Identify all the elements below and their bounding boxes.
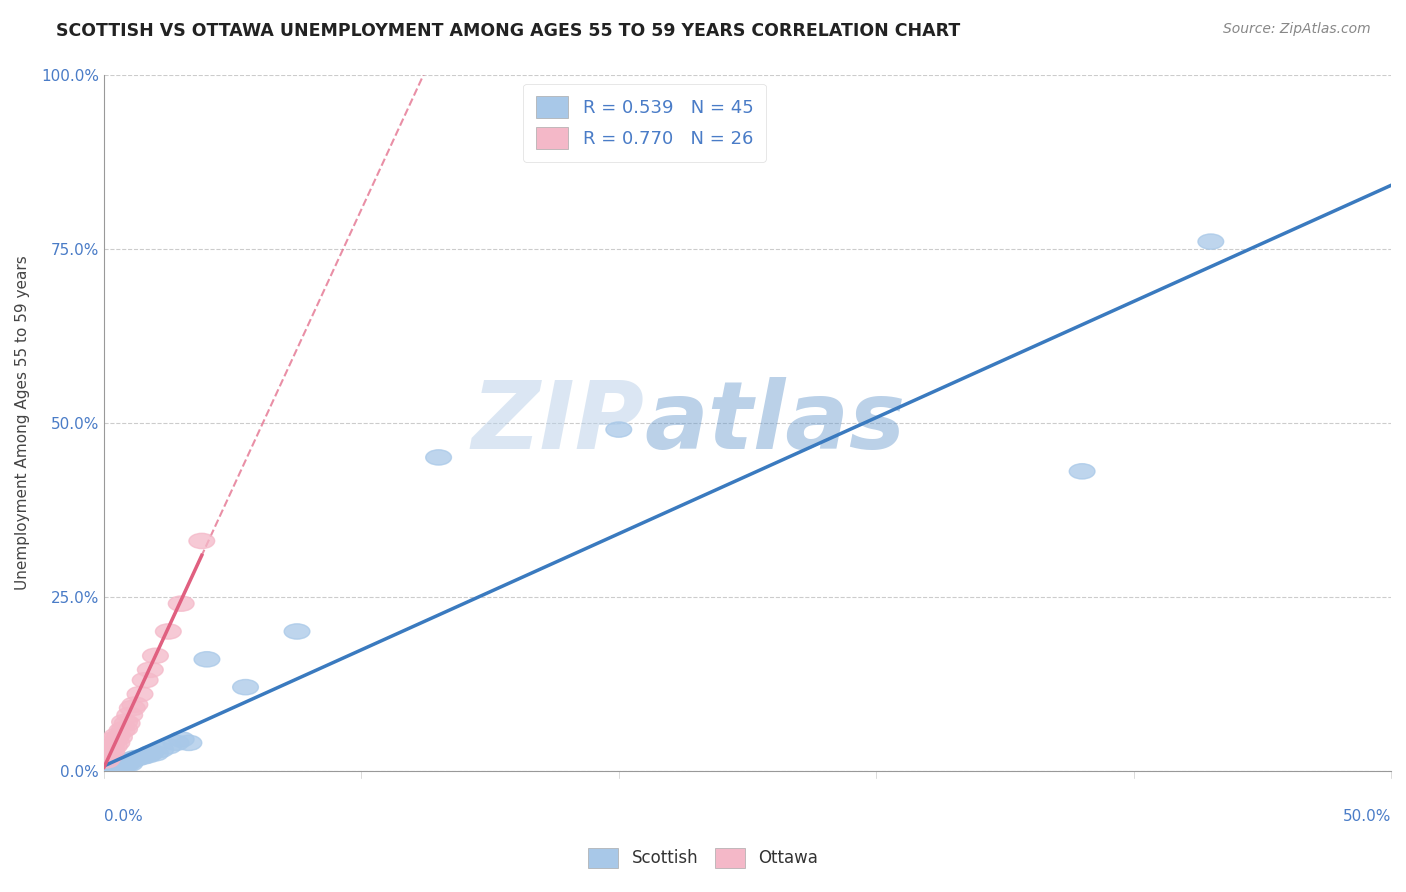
- Ellipse shape: [94, 746, 120, 761]
- Ellipse shape: [138, 746, 163, 761]
- Legend: R = 0.539   N = 45, R = 0.770   N = 26: R = 0.539 N = 45, R = 0.770 N = 26: [523, 84, 766, 162]
- Ellipse shape: [94, 753, 120, 768]
- Ellipse shape: [96, 760, 122, 775]
- Ellipse shape: [101, 760, 127, 775]
- Ellipse shape: [101, 739, 127, 754]
- Ellipse shape: [107, 759, 132, 774]
- Ellipse shape: [169, 731, 194, 747]
- Ellipse shape: [156, 739, 181, 754]
- Ellipse shape: [94, 761, 120, 776]
- Ellipse shape: [94, 762, 120, 777]
- Ellipse shape: [120, 753, 145, 768]
- Ellipse shape: [104, 760, 129, 775]
- Y-axis label: Unemployment Among Ages 55 to 59 years: Unemployment Among Ages 55 to 59 years: [15, 255, 30, 590]
- Ellipse shape: [426, 450, 451, 465]
- Ellipse shape: [176, 735, 202, 750]
- Ellipse shape: [107, 730, 132, 745]
- Ellipse shape: [111, 755, 138, 770]
- Ellipse shape: [122, 697, 148, 712]
- Ellipse shape: [98, 760, 125, 775]
- Ellipse shape: [96, 742, 122, 757]
- Ellipse shape: [120, 700, 145, 715]
- Ellipse shape: [96, 761, 122, 776]
- Ellipse shape: [135, 747, 160, 763]
- Ellipse shape: [96, 762, 122, 777]
- Ellipse shape: [107, 757, 132, 772]
- Ellipse shape: [94, 762, 120, 777]
- Text: ZIP: ZIP: [471, 376, 644, 468]
- Ellipse shape: [96, 760, 122, 775]
- Ellipse shape: [101, 760, 127, 775]
- Ellipse shape: [1198, 234, 1223, 249]
- Ellipse shape: [111, 756, 138, 772]
- Text: 50.0%: 50.0%: [1343, 809, 1391, 824]
- Text: 0.0%: 0.0%: [104, 809, 143, 824]
- Ellipse shape: [114, 756, 141, 772]
- Ellipse shape: [96, 749, 122, 764]
- Ellipse shape: [188, 533, 215, 549]
- Ellipse shape: [129, 749, 156, 764]
- Ellipse shape: [98, 761, 125, 776]
- Ellipse shape: [114, 715, 141, 731]
- Ellipse shape: [1069, 464, 1095, 479]
- Ellipse shape: [101, 731, 127, 747]
- Ellipse shape: [132, 673, 157, 688]
- Ellipse shape: [110, 758, 135, 773]
- Legend: Scottish, Ottawa: Scottish, Ottawa: [582, 841, 824, 875]
- Ellipse shape: [284, 624, 309, 640]
- Ellipse shape: [156, 624, 181, 640]
- Ellipse shape: [110, 723, 135, 738]
- Ellipse shape: [110, 756, 135, 772]
- Ellipse shape: [111, 714, 138, 730]
- Ellipse shape: [194, 652, 219, 667]
- Ellipse shape: [232, 680, 259, 695]
- Ellipse shape: [138, 662, 163, 677]
- Ellipse shape: [117, 756, 142, 772]
- Ellipse shape: [142, 648, 169, 664]
- Ellipse shape: [163, 735, 188, 750]
- Ellipse shape: [101, 759, 127, 774]
- Ellipse shape: [606, 422, 631, 437]
- Ellipse shape: [111, 722, 138, 737]
- Ellipse shape: [104, 735, 129, 750]
- Ellipse shape: [122, 750, 148, 766]
- Text: atlas: atlas: [644, 376, 905, 468]
- Ellipse shape: [148, 742, 173, 757]
- Ellipse shape: [94, 763, 120, 778]
- Ellipse shape: [117, 707, 142, 723]
- Ellipse shape: [98, 737, 125, 752]
- Ellipse shape: [169, 596, 194, 611]
- Ellipse shape: [94, 749, 120, 764]
- Ellipse shape: [125, 750, 150, 766]
- Ellipse shape: [142, 746, 169, 761]
- Ellipse shape: [117, 753, 142, 768]
- Ellipse shape: [104, 728, 129, 744]
- Ellipse shape: [104, 759, 129, 774]
- Ellipse shape: [98, 760, 125, 775]
- Ellipse shape: [127, 687, 153, 702]
- Text: SCOTTISH VS OTTAWA UNEMPLOYMENT AMONG AGES 55 TO 59 YEARS CORRELATION CHART: SCOTTISH VS OTTAWA UNEMPLOYMENT AMONG AG…: [56, 22, 960, 40]
- Ellipse shape: [104, 757, 129, 772]
- Ellipse shape: [98, 744, 125, 759]
- Text: Source: ZipAtlas.com: Source: ZipAtlas.com: [1223, 22, 1371, 37]
